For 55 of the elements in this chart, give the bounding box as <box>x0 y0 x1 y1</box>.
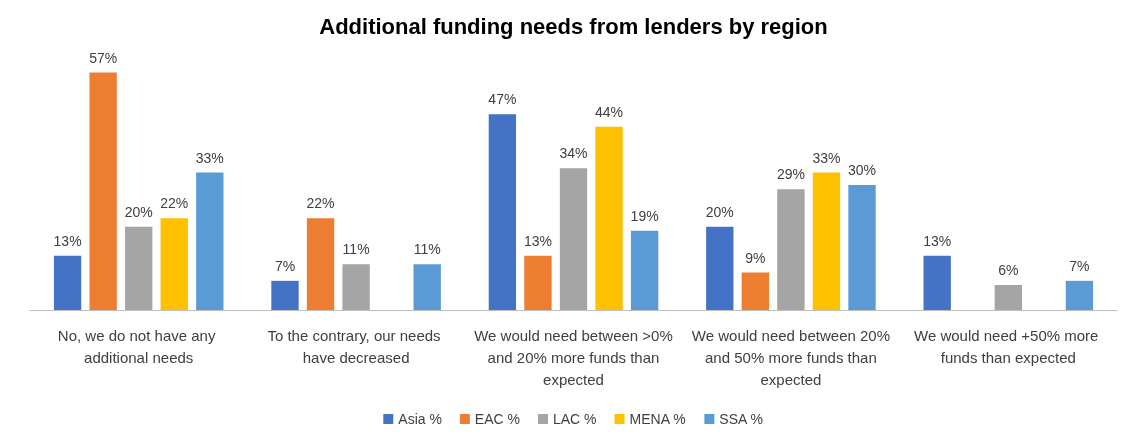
data-label: 30% <box>848 162 877 178</box>
bar <box>271 280 299 310</box>
data-label: 47% <box>488 91 517 108</box>
bar <box>741 272 770 310</box>
x-tick-label: We would need between 20% and 50% more funds than expected <box>691 326 890 388</box>
data-label: 20% <box>705 203 734 220</box>
bar <box>595 126 623 310</box>
legend-label: MENA % <box>629 411 686 427</box>
data-label: 19% <box>630 207 659 224</box>
chart-title: Additional funding needs from lenders by region <box>319 13 828 39</box>
data-label: 13% <box>523 232 552 249</box>
x-tick-label: We would need +50% more funds than expected <box>914 326 1103 366</box>
bar <box>994 285 1022 310</box>
data-label: 9% <box>745 249 766 266</box>
bar <box>160 218 188 310</box>
x-tick-label: We would need between >0% and 20% more funds than expected <box>474 326 673 388</box>
data-label: 13% <box>923 232 952 249</box>
x-tick-label: No, we do not have any additional needs <box>57 326 220 366</box>
x-tick-label: To the contrary, our needs have decreased <box>267 326 445 366</box>
data-label: 57% <box>89 49 118 66</box>
data-label: 22% <box>306 195 335 212</box>
data-label: 7% <box>274 257 296 274</box>
bar <box>706 226 734 310</box>
bar <box>812 172 841 310</box>
data-label: 29% <box>776 166 805 183</box>
data-label: 7% <box>1069 257 1090 274</box>
bar <box>342 264 370 310</box>
bar <box>630 230 659 310</box>
bar <box>923 255 951 310</box>
bar <box>559 168 588 310</box>
legend-label: EAC % <box>474 411 520 427</box>
legend-label: LAC % <box>552 411 597 427</box>
legend-label: Asia % <box>398 411 442 427</box>
data-label: 11% <box>342 241 370 258</box>
data-label: 44% <box>595 103 624 120</box>
bar <box>196 172 224 310</box>
bar <box>524 255 552 310</box>
data-label: 22% <box>160 195 189 212</box>
bar <box>53 255 82 310</box>
data-label: 34% <box>559 145 588 162</box>
bar <box>488 114 517 310</box>
data-label: 33% <box>195 149 224 166</box>
data-label: 11% <box>413 241 441 258</box>
bar <box>306 218 335 310</box>
bar <box>89 72 117 310</box>
data-label: 13% <box>53 232 82 249</box>
legend-label: SSA % <box>719 411 763 427</box>
bar <box>413 264 441 310</box>
data-label: 20% <box>124 203 153 220</box>
data-label: 33% <box>812 149 841 166</box>
bar <box>848 185 876 310</box>
bar <box>777 189 805 310</box>
bar <box>125 226 153 310</box>
bar <box>1065 280 1094 310</box>
data-label: 6% <box>998 262 1019 278</box>
